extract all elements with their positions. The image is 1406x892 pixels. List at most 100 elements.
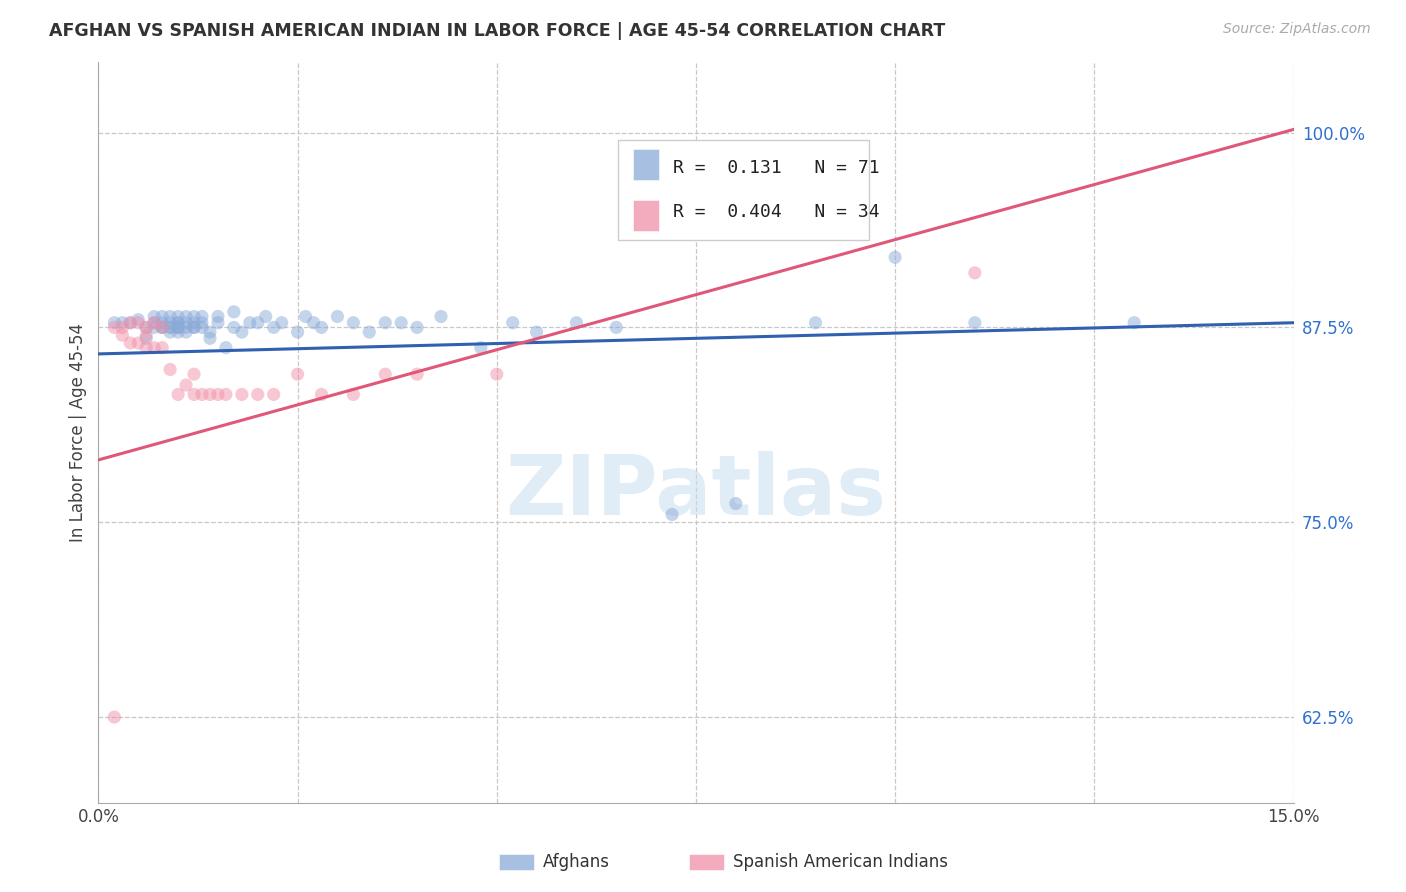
Text: Afghans: Afghans — [543, 853, 610, 871]
Point — [605, 320, 627, 334]
Point — [143, 320, 166, 334]
Text: Source: ZipAtlas.com: Source: ZipAtlas.com — [1223, 22, 1371, 37]
Point — [174, 320, 197, 334]
Point — [135, 341, 157, 355]
Point — [263, 320, 285, 334]
Point — [135, 328, 157, 343]
Point — [127, 336, 149, 351]
Point — [183, 310, 205, 324]
Point — [103, 316, 125, 330]
Point — [111, 320, 134, 334]
Point — [374, 316, 396, 330]
Point — [127, 316, 149, 330]
Point — [270, 316, 292, 330]
Point — [311, 320, 333, 334]
Point — [884, 250, 907, 264]
Point — [127, 312, 149, 326]
Point — [167, 310, 190, 324]
Point — [135, 331, 157, 345]
Point — [254, 310, 277, 324]
Point — [198, 331, 221, 345]
Point — [150, 320, 173, 334]
Text: AFGHAN VS SPANISH AMERICAN INDIAN IN LABOR FORCE | AGE 45-54 CORRELATION CHART: AFGHAN VS SPANISH AMERICAN INDIAN IN LAB… — [49, 22, 945, 40]
Point — [183, 320, 205, 334]
Point — [183, 387, 205, 401]
Point — [135, 320, 157, 334]
Point — [406, 320, 429, 334]
Point — [326, 310, 349, 324]
FancyBboxPatch shape — [619, 140, 869, 240]
Point — [963, 266, 986, 280]
Y-axis label: In Labor Force | Age 45-54: In Labor Force | Age 45-54 — [69, 323, 87, 542]
Point — [174, 378, 197, 392]
Point — [342, 316, 364, 330]
Point — [150, 341, 173, 355]
Point — [191, 387, 214, 401]
Point — [167, 316, 190, 330]
Point — [207, 316, 229, 330]
Point — [150, 310, 173, 324]
Point — [167, 320, 190, 334]
Point — [103, 710, 125, 724]
Bar — [633, 200, 659, 231]
Point — [359, 325, 381, 339]
Point — [150, 320, 173, 334]
Point — [150, 316, 173, 330]
Point — [191, 320, 214, 334]
Point — [135, 320, 157, 334]
Point — [222, 305, 245, 319]
Text: R =  0.131   N = 71: R = 0.131 N = 71 — [673, 159, 880, 178]
Point — [159, 310, 181, 324]
Point — [263, 387, 285, 401]
Point — [120, 316, 142, 330]
Point — [222, 320, 245, 334]
Point — [724, 497, 747, 511]
Point — [502, 316, 524, 330]
Point — [406, 367, 429, 381]
Point — [231, 387, 253, 401]
Point — [111, 316, 134, 330]
Point — [430, 310, 453, 324]
Point — [167, 320, 190, 334]
Point — [239, 316, 262, 330]
Point — [159, 320, 181, 334]
Point — [120, 336, 142, 351]
Point — [111, 328, 134, 343]
Point — [287, 367, 309, 381]
Point — [159, 325, 181, 339]
Point — [342, 387, 364, 401]
Point — [565, 316, 588, 330]
Point — [159, 316, 181, 330]
Point — [191, 316, 214, 330]
Point — [374, 367, 396, 381]
Point — [207, 310, 229, 324]
Point — [246, 316, 269, 330]
Point — [167, 320, 190, 334]
Point — [143, 316, 166, 330]
Point — [167, 387, 190, 401]
Point — [294, 310, 316, 324]
Point — [143, 316, 166, 330]
Point — [485, 367, 508, 381]
Point — [311, 387, 333, 401]
Point — [174, 316, 197, 330]
Point — [167, 325, 190, 339]
Text: R =  0.404   N = 34: R = 0.404 N = 34 — [673, 203, 880, 221]
Point — [143, 341, 166, 355]
Point — [389, 316, 412, 330]
Point — [103, 320, 125, 334]
Point — [302, 316, 325, 330]
Point — [183, 367, 205, 381]
Point — [215, 341, 238, 355]
Point — [183, 320, 205, 334]
Point — [963, 316, 986, 330]
Point — [174, 310, 197, 324]
Point — [150, 320, 173, 334]
Point — [198, 387, 221, 401]
Point — [470, 341, 492, 355]
Point — [191, 310, 214, 324]
Point — [143, 310, 166, 324]
Point — [231, 325, 253, 339]
Point — [120, 316, 142, 330]
Point — [661, 508, 683, 522]
